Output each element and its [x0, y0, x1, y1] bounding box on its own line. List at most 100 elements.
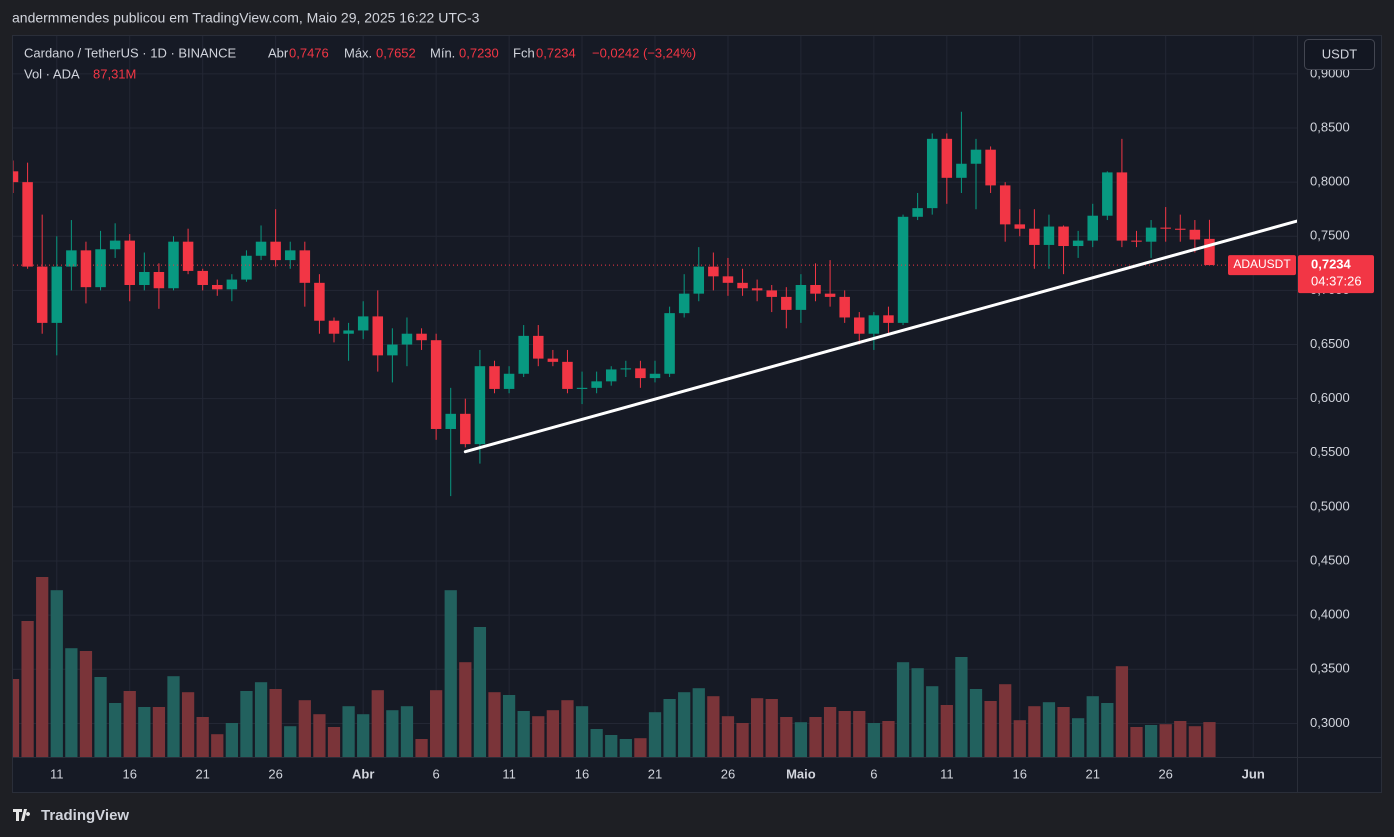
symbol-label-box	[1228, 255, 1296, 276]
candle-body	[854, 317, 865, 334]
candle-body	[970, 149, 982, 164]
y-tick-label: 0,8000	[1310, 174, 1350, 189]
candle-body	[824, 293, 836, 297]
byline: andermmendes publicou em TradingView.com…	[12, 10, 480, 26]
x-tick-label: Maio	[786, 766, 816, 781]
volume-bar	[152, 707, 166, 757]
candle-body	[197, 270, 208, 285]
x-tick-label: 26	[268, 766, 282, 781]
volume-bar	[357, 714, 370, 757]
volume-bar	[79, 651, 93, 757]
candle-body	[999, 185, 1011, 225]
y-tick-label: 0,4000	[1310, 607, 1350, 622]
candle-body	[985, 149, 996, 186]
currency-button-box[interactable]	[1304, 39, 1375, 70]
candle-body	[1175, 228, 1186, 230]
volume-bar	[1013, 720, 1026, 757]
candle-body	[547, 358, 559, 362]
candle-body	[620, 368, 632, 370]
close-name: Fch	[513, 45, 535, 60]
candle-body	[1102, 172, 1113, 216]
volume-bar	[517, 711, 530, 757]
volume-bar	[1115, 666, 1129, 757]
x-tick-label: 16	[1013, 766, 1027, 781]
volume-name: Vol · ADA	[24, 66, 80, 81]
volume-bar	[926, 686, 939, 757]
candle-body	[1058, 226, 1069, 247]
y-tick-label: 0,6000	[1310, 390, 1350, 405]
candle-body	[795, 284, 807, 310]
volume-bar	[984, 701, 997, 757]
volume-bar	[882, 721, 895, 757]
candle-body	[926, 138, 938, 209]
candle-body	[781, 296, 792, 310]
volume-bar	[400, 706, 414, 757]
open-value: 0,7476	[289, 45, 329, 60]
candle-body	[1029, 228, 1040, 245]
candle-body	[1160, 227, 1171, 229]
volume-bar	[1159, 724, 1172, 757]
candle-body	[1116, 172, 1128, 241]
candle-body	[883, 315, 894, 323]
y-tick-label: 0,5000	[1310, 498, 1350, 513]
candle-body	[1043, 226, 1055, 245]
logo-icon	[13, 809, 31, 821]
currency-button-label[interactable]: USDT	[1322, 46, 1357, 61]
volume-bar	[751, 698, 764, 757]
volume-bar	[298, 700, 311, 757]
candle-body	[212, 284, 223, 290]
volume-bar	[284, 726, 297, 757]
x-tick-label: 21	[1085, 766, 1099, 781]
candle-body	[912, 208, 923, 217]
candle-body	[737, 282, 748, 289]
volume-bar	[532, 716, 545, 757]
volume-bar	[765, 699, 778, 757]
candle-body	[124, 240, 135, 285]
countdown-label: 04:37:26	[1311, 274, 1362, 289]
candle-body	[241, 255, 252, 280]
candle-body	[314, 282, 325, 321]
high-name: Máx.	[344, 45, 372, 60]
last-price-box	[1298, 255, 1374, 294]
candle-body	[153, 272, 165, 289]
candle-body	[357, 316, 369, 331]
x-tick-label: Abr	[352, 766, 374, 781]
volume-bar	[955, 657, 968, 757]
volume-bar	[619, 739, 632, 757]
x-tick-label: 26	[1158, 766, 1172, 781]
legend: Cardano / TetherUS · 1D · BINANCE Abr 0,…	[24, 45, 696, 81]
volume-bar	[327, 727, 341, 757]
x-tick-label: 11	[50, 766, 64, 781]
candle-body	[956, 163, 967, 178]
volume-bar	[1188, 726, 1201, 757]
candle-body	[1087, 215, 1098, 241]
volume-bar	[502, 695, 516, 757]
volume-bar	[648, 712, 662, 757]
volume-bar	[969, 689, 983, 757]
y-tick-label: 0,7500	[1310, 228, 1350, 243]
candle-body	[605, 369, 617, 382]
currency-button[interactable]: USDT	[1304, 39, 1375, 70]
volume-bar	[853, 711, 866, 757]
plot-pane	[13, 111, 1297, 757]
x-tick-label: 16	[122, 766, 136, 781]
candle-body	[766, 290, 777, 297]
candle-body	[1131, 240, 1142, 242]
y-tick-label: 0,3500	[1310, 661, 1350, 676]
candle-body	[284, 250, 296, 261]
volume-bar	[109, 703, 122, 757]
candle-body	[255, 241, 267, 256]
x-tick-label: 16	[575, 766, 589, 781]
candle-body	[722, 276, 734, 283]
volume-bar	[590, 729, 603, 757]
y-tick-label: 0,5500	[1310, 444, 1350, 459]
x-tick-label: 26	[721, 766, 735, 781]
candle-body	[51, 266, 63, 323]
volume-bar	[736, 723, 749, 757]
volume-bar	[692, 688, 705, 757]
candle-body	[518, 335, 529, 374]
footer-logo: TradingView	[13, 807, 129, 824]
open-name: Abr	[268, 45, 289, 60]
volume-bar	[94, 677, 107, 757]
volume-bar	[181, 692, 195, 757]
